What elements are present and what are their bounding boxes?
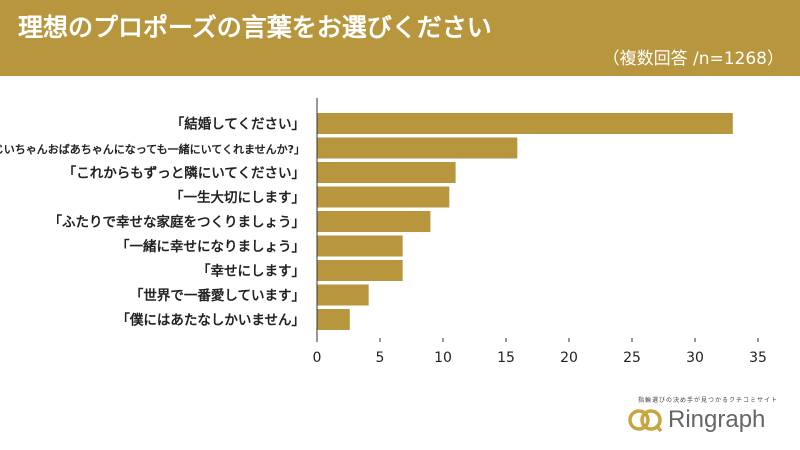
logo-tagline: 指輪選びの決め手が見つかるクチコミサイト [637, 397, 778, 404]
page-title: 理想のプロポーズの言葉をお選びください [18, 13, 492, 42]
x-tick-label: 10 [434, 350, 452, 366]
header-banner: 理想のプロポーズの言葉をお選びください （複数回答 /n=1268） [0, 0, 800, 76]
chart-subtitle: （複数回答 /n=1268） [602, 49, 784, 69]
category-label: 「ふたりで幸せな家庭をつくりましょう」 [49, 214, 306, 231]
category-label: 「僕にはあたなしかいません」 [116, 312, 305, 329]
bar [317, 284, 369, 306]
bar [317, 162, 456, 183]
bar [317, 235, 403, 257]
rings-icon [628, 409, 663, 433]
bar [317, 309, 350, 330]
category-label: 「世界で一番愛しています」 [130, 287, 305, 304]
x-tick-label: 0 [313, 350, 322, 366]
bar [317, 260, 403, 281]
category-label: 「これからもずっと隣にいてください」 [63, 165, 305, 182]
category-label: 「おじいちゃんおばあちゃんになっても一緒にいてくれませんか?」 [0, 142, 305, 156]
x-tick-label: 35 [749, 350, 767, 366]
x-tick-label: 5 [376, 350, 385, 366]
bar [317, 186, 450, 208]
logo-name: Ringraph [668, 406, 766, 433]
x-tick-label: 25 [623, 350, 641, 366]
x-tick-label: 30 [686, 350, 704, 366]
bar [317, 113, 733, 134]
x-tick-label: 15 [497, 350, 515, 366]
ringraph-logo: 指輪選びの決め手が見つかるクチコミサイト Ringraph [628, 395, 788, 434]
category-label: 「幸せにします」 [197, 263, 305, 280]
x-tick-label: 20 [560, 350, 578, 366]
category-label: 「一生大切にします」 [170, 189, 305, 206]
bar [317, 211, 431, 232]
bar [317, 137, 518, 159]
category-label: 「一緒に幸せになりましょう」 [116, 238, 305, 255]
category-label: 「結婚してください」 [171, 116, 305, 133]
